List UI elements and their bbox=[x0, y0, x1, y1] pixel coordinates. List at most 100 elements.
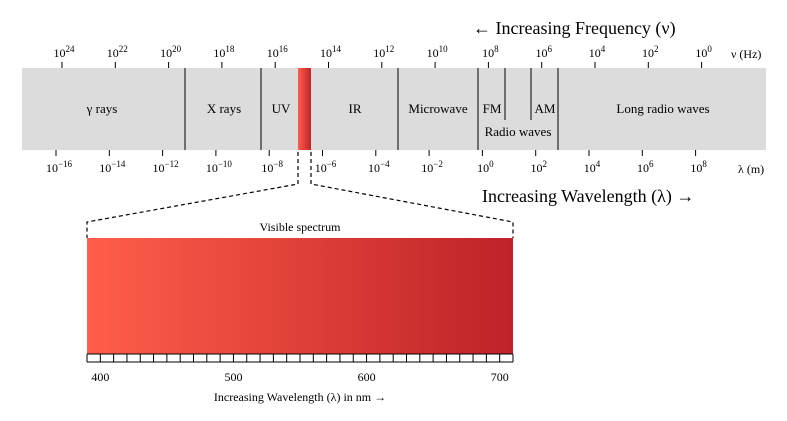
region-long-radio-waves: Long radio waves bbox=[616, 101, 709, 116]
frequency-tick-label-exponent: 22 bbox=[119, 44, 128, 54]
frequency-tick-label: 102 bbox=[642, 44, 659, 60]
frequency-tick-label-base: 10 bbox=[373, 46, 385, 60]
zoom-line-right bbox=[310, 152, 514, 238]
visible-spectrum-bar bbox=[87, 238, 513, 354]
frequency-ticks: 1024 1022 1020 1018 1016 1014 1012 1010 108 106 10… bbox=[54, 44, 712, 68]
visible-tick-label: 500 bbox=[224, 370, 242, 384]
visible-tick-labels: 400 500 600 700 bbox=[91, 370, 508, 384]
wavelength-tick-label-base: 10 bbox=[315, 161, 327, 175]
wavelength-tick-label: 10−16 bbox=[46, 159, 73, 175]
frequency-tick-label: 1022 bbox=[107, 44, 128, 60]
frequency-tick-label: 108 bbox=[482, 44, 499, 60]
frequency-tick-label: 1010 bbox=[427, 44, 449, 60]
wavelength-tick-label-base: 10 bbox=[153, 161, 165, 175]
region-fm: FM bbox=[483, 101, 502, 116]
spectrum-band bbox=[22, 68, 766, 150]
visible-tick-label: 700 bbox=[491, 370, 509, 384]
wavelength-tick-label-exponent: −14 bbox=[111, 159, 126, 169]
frequency-tick-label-exponent: 0 bbox=[707, 44, 712, 54]
frequency-tick-label-base: 10 bbox=[642, 46, 654, 60]
wavelength-tick-label-base: 10 bbox=[421, 161, 433, 175]
frequency-tick-label: 104 bbox=[589, 44, 606, 60]
frequency-tick-label-base: 10 bbox=[535, 46, 547, 60]
wavelength-tick-label-exponent: −16 bbox=[58, 159, 73, 169]
frequency-tick-label: 1016 bbox=[267, 44, 289, 60]
region-uv: UV bbox=[272, 101, 291, 116]
frequency-tick-label-base: 10 bbox=[160, 46, 172, 60]
frequency-direction-label: ← Increasing Frequency (ν) bbox=[473, 18, 676, 39]
frequency-tick-label-base: 10 bbox=[320, 46, 332, 60]
wavelength-tick-label-exponent: 4 bbox=[596, 159, 601, 169]
wavelength-tick-label-exponent: −12 bbox=[165, 159, 179, 169]
frequency-tick-label-base: 10 bbox=[267, 46, 279, 60]
wavelength-tick-label: 10−4 bbox=[368, 159, 390, 175]
wavelength-tick-label-base: 10 bbox=[368, 161, 380, 175]
frequency-tick-label: 106 bbox=[535, 44, 552, 60]
frequency-tick-label: 100 bbox=[695, 44, 712, 60]
wavelength-tick-label-base: 10 bbox=[584, 161, 596, 175]
wavelength-tick-label-exponent: 2 bbox=[542, 159, 547, 169]
zoom-line-left bbox=[86, 152, 299, 238]
region-radio-waves: Radio waves bbox=[485, 124, 552, 139]
wavelength-tick-label: 104 bbox=[584, 159, 601, 175]
frequency-tick-label-exponent: 12 bbox=[385, 44, 394, 54]
wavelength-direction-label: Increasing Wavelength (λ) → bbox=[482, 186, 694, 207]
region-x-rays: X rays bbox=[207, 101, 241, 116]
frequency-tick-label-exponent: 2 bbox=[654, 44, 659, 54]
wavelength-tick-label: 106 bbox=[637, 159, 654, 175]
wavelength-tick-label-base: 10 bbox=[261, 161, 273, 175]
wavelength-tick-label-exponent: −6 bbox=[327, 159, 337, 169]
frequency-tick-label-exponent: 16 bbox=[279, 44, 289, 54]
frequency-tick-label-exponent: 10 bbox=[439, 44, 449, 54]
frequency-tick-label: 1014 bbox=[320, 44, 342, 60]
wavelength-tick-label: 10−2 bbox=[421, 159, 443, 175]
wavelength-tick-label-base: 10 bbox=[690, 161, 702, 175]
frequency-tick-label: 1018 bbox=[213, 44, 235, 60]
frequency-tick-label-base: 10 bbox=[54, 46, 66, 60]
wavelength-unit-label: λ (m) bbox=[738, 162, 764, 176]
wavelength-tick-label: 108 bbox=[690, 159, 707, 175]
frequency-tick-label: 1012 bbox=[373, 44, 394, 60]
frequency-tick-label-base: 10 bbox=[589, 46, 601, 60]
wavelength-tick-label: 100 bbox=[477, 159, 494, 175]
wavelength-tick-label-base: 10 bbox=[637, 161, 649, 175]
frequency-tick-label-exponent: 8 bbox=[494, 44, 499, 54]
wavelength-tick-label-exponent: −10 bbox=[218, 159, 233, 169]
frequency-tick-label-exponent: 14 bbox=[332, 44, 342, 54]
wavelength-tick-label-exponent: −8 bbox=[273, 159, 283, 169]
wavelength-tick-label: 10−6 bbox=[315, 159, 337, 175]
wavelength-tick-label-base: 10 bbox=[477, 161, 489, 175]
wavelength-tick-label-base: 10 bbox=[206, 161, 218, 175]
wavelength-tick-label-exponent: −4 bbox=[380, 159, 390, 169]
visible-slice bbox=[298, 68, 311, 150]
frequency-tick-label-base: 10 bbox=[695, 46, 707, 60]
wavelength-tick-label: 102 bbox=[530, 159, 547, 175]
wavelength-tick-label: 10−14 bbox=[99, 159, 126, 175]
frequency-tick-label-base: 10 bbox=[107, 46, 119, 60]
wavelength-tick-label: 10−10 bbox=[206, 159, 233, 175]
frequency-tick-label-exponent: 20 bbox=[172, 44, 182, 54]
wavelength-tick-label-exponent: 8 bbox=[702, 159, 707, 169]
wavelength-tick-label-exponent: 0 bbox=[489, 159, 494, 169]
visible-tick-label: 600 bbox=[358, 370, 376, 384]
region-microwave: Microwave bbox=[408, 101, 467, 116]
wavelength-ticks: 10−16 10−14 10−12 10−10 10−8 10−6 10−4 10−2 100 1… bbox=[46, 150, 707, 175]
visible-spectrum-title: Visible spectrum bbox=[260, 220, 342, 234]
wavelength-tick-label-exponent: 6 bbox=[649, 159, 654, 169]
frequency-tick-label-base: 10 bbox=[213, 46, 225, 60]
frequency-tick-label: 1020 bbox=[160, 44, 182, 60]
frequency-tick-label-exponent: 6 bbox=[547, 44, 552, 54]
frequency-tick-label-exponent: 18 bbox=[225, 44, 235, 54]
frequency-tick-label-base: 10 bbox=[482, 46, 494, 60]
region-gamma-rays: γ rays bbox=[86, 101, 118, 116]
frequency-tick-label-exponent: 24 bbox=[66, 44, 76, 54]
wavelength-tick-label: 10−12 bbox=[153, 159, 179, 175]
visible-axis-title: Increasing Wavelength (λ) in nm → bbox=[214, 390, 386, 404]
wavelength-tick-label-exponent: −2 bbox=[433, 159, 443, 169]
region-am: AM bbox=[535, 101, 556, 116]
wavelength-tick-label-base: 10 bbox=[530, 161, 542, 175]
visible-tick-label: 400 bbox=[91, 370, 109, 384]
frequency-tick-label-exponent: 4 bbox=[601, 44, 606, 54]
